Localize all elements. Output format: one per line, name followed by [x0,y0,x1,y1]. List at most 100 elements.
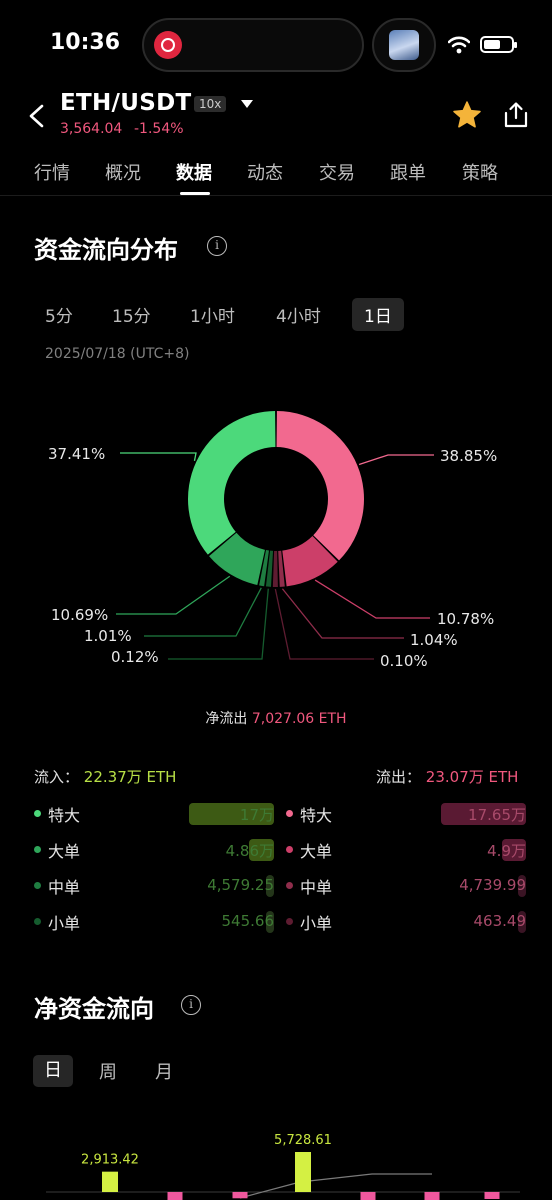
tab-copy-trading[interactable]: 跟单 [390,163,426,184]
wifi-icon [448,36,470,54]
net-outflow: 净流出 7,027.06 ETH [0,708,552,728]
pct-label-in-mid: 1.01% [84,627,132,645]
pct-label-in-big: 10.69% [51,606,109,624]
music-app-icon[interactable] [154,31,182,59]
battery-icon [480,36,517,53]
outflow-huge-bar [440,803,526,825]
outflow-huge-label: 特大 [300,806,333,825]
caret-down-icon[interactable] [241,100,253,108]
back-icon[interactable] [26,104,48,128]
inflow-summary: 流入： 22.37万 ETH [34,766,176,787]
outflow-huge-value: 17.65万 [468,806,526,824]
period-15m[interactable]: 15分 [112,307,151,327]
inflow-small-bar [266,911,274,933]
donut-slice-out-small [272,550,278,587]
inflow-big-bar [249,839,274,861]
outflow-small-dot [286,918,293,925]
period-4h[interactable]: 4小时 [276,307,321,327]
outflow-big-bar [502,839,526,861]
fund-flow-title: 资金流向分布 [34,236,178,264]
inflow-mid-dot [34,882,41,889]
inflow-row-huge: 特大 17万 [34,802,274,826]
donut-slice-out-huge [276,411,365,561]
dynamic-island-secondary[interactable] [372,18,436,72]
status-time: 10:36 [50,30,121,55]
outflow-summary: 流出： 23.07万 ETH [376,766,518,787]
inflow-mid-value: 4,579.25 [207,876,274,894]
tab-overview[interactable]: 概况 [105,163,141,184]
outflow-small-bar [518,911,526,933]
leverage-badge: 10x [194,96,227,112]
inflow-label: 流入： [34,768,80,786]
leader-line-out-big [314,579,430,619]
pct-label-out-big: 10.78% [437,610,495,628]
inflow-huge-bar [188,803,274,825]
net-flow-bar[interactable] [484,1192,500,1199]
net-flow-bar[interactable] [232,1192,248,1199]
pct-label-out-huge: 38.85% [440,447,498,465]
inflow-mid-bar [266,875,274,897]
tab-trade[interactable]: 交易 [319,163,355,184]
inflow-small-dot [34,918,41,925]
net-flow-bar-label: 5,728.61 [274,1133,332,1148]
net-flow-bar[interactable] [424,1192,440,1200]
pct-label-in-small: 0.12% [111,648,159,666]
outflow-mid-dot [286,882,293,889]
donut-slice-out-mid [278,550,285,587]
inflow-row-mid: 中单 4,579.25 [34,874,274,898]
outflow-row-big: 大单 4.9万 [286,838,526,862]
net-period-day[interactable]: 日 [33,1055,73,1087]
outflow-mid-bar [518,875,526,897]
net-flow-trend-line [239,1173,432,1199]
share-icon[interactable] [503,101,529,129]
net-flow-bar[interactable] [295,1152,311,1192]
info-icon[interactable]: i [181,995,201,1015]
pct-label-in-huge: 37.41% [48,445,106,463]
info-icon[interactable]: i [207,236,227,256]
outflow-small-value: 463.49 [473,912,527,930]
period-5m[interactable]: 5分 [45,307,73,327]
dynamic-island[interactable] [142,18,364,72]
donut-slice-in-small [265,550,274,587]
avatar[interactable] [389,30,419,60]
outflow-value: 23.07万 ETH [425,768,519,786]
net-flow-bar[interactable] [102,1171,118,1192]
star-icon[interactable] [452,100,482,130]
net-flow-bar[interactable] [360,1192,376,1200]
inflow-row-big: 大单 4.86万 [34,838,274,862]
trading-pair-title[interactable]: ETH/USDT [60,90,192,116]
leader-line-in-huge [120,452,197,461]
net-period-month[interactable]: 月 [155,1062,173,1083]
net-period-week[interactable]: 周 [99,1062,117,1083]
outflow-huge-dot [286,810,293,817]
outflow-big-dot [286,846,293,853]
period-1d[interactable]: 1日 [352,298,404,331]
active-tab-indicator [180,192,210,195]
fund-flow-donut-chart [116,411,434,660]
tab-market[interactable]: 行情 [34,163,70,184]
price-change: -1.54% [134,121,184,137]
leader-line-out-small [274,588,374,660]
leader-line-out-mid [281,588,404,639]
donut-slice-in-huge [188,411,276,555]
tab-strategy[interactable]: 策略 [462,163,498,184]
last-price: 3,564.04 [60,121,123,137]
outflow-mid-value: 4,739.99 [459,876,526,894]
outflow-row-huge: 特大 17.65万 [286,802,526,826]
tab-news[interactable]: 动态 [247,163,283,184]
inflow-huge-label: 特大 [48,806,81,825]
inflow-big-dot [34,846,41,853]
net-flow-bar[interactable] [167,1192,183,1200]
inflow-mid-label: 中单 [48,878,81,897]
pct-label-out-mid: 1.04% [410,631,458,649]
outflow-big-label: 大单 [300,842,333,861]
net-outflow-label: 净流出 [205,711,248,727]
inflow-value: 22.37万 ETH [83,768,177,786]
period-1h[interactable]: 1小时 [190,307,235,327]
outflow-row-mid: 中单 4,739.99 [286,874,526,898]
tab-data[interactable]: 数据 [176,163,212,184]
leader-line-in-big [116,575,231,615]
status-bar: 10:36 [0,0,552,92]
inflow-big-label: 大单 [48,842,81,861]
net-flow-title: 净资金流向 [34,995,154,1023]
